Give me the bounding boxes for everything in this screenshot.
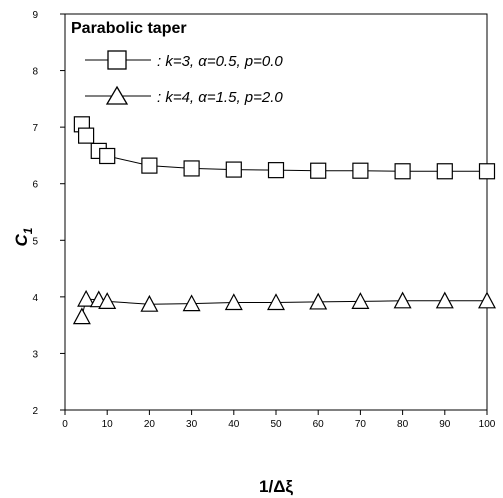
square-point	[99, 147, 116, 165]
triangle-point	[435, 291, 454, 309]
square-point	[352, 162, 369, 179]
x-tick-label: 80	[397, 419, 409, 430]
legend-triangle-marker	[105, 85, 129, 105]
x-axis-title: 1/Δξ	[259, 477, 293, 496]
y-axis-title-main: C1	[12, 227, 35, 246]
triangle-point	[267, 293, 285, 311]
legend-square-marker	[107, 50, 127, 70]
triangle-point	[224, 293, 243, 311]
y-tick-label: 6	[32, 180, 38, 191]
x-tick-label: 0	[62, 419, 68, 430]
legend-label-series-1: : k=3, α=0.5, p=0.0	[157, 53, 283, 70]
square-point	[183, 160, 200, 177]
plot-frame	[64, 13, 488, 411]
series-2	[72, 289, 496, 325]
y-tick-label: 9	[32, 10, 38, 21]
x-tick-label: 70	[355, 419, 367, 430]
y-axis: 2 3 4 5 6 7 8 9	[32, 10, 65, 417]
square-point	[478, 163, 496, 180]
triangle-point	[77, 289, 96, 307]
x-tick-label: 50	[270, 419, 282, 430]
x-tick-label: 30	[186, 419, 198, 430]
legend: Parabolic taper : k=3, α=0.5, p=0.0 : k=…	[71, 20, 283, 106]
x-tick-label: 90	[439, 419, 451, 430]
legend-label-series-2: : k=4, α=1.5, p=2.0	[157, 89, 283, 106]
triangle-point	[182, 294, 201, 312]
triangle-point	[393, 291, 412, 309]
legend-title: Parabolic taper	[71, 20, 187, 37]
y-tick-label: 2	[32, 406, 38, 417]
square-point	[267, 162, 285, 179]
y-tick-label: 7	[32, 123, 38, 134]
square-point	[394, 163, 411, 180]
triangle-point	[478, 291, 496, 309]
triangle-point	[72, 307, 91, 325]
x-tick-label: 60	[313, 419, 325, 430]
square-point	[436, 163, 453, 180]
square-point	[141, 157, 158, 174]
y-tick-label: 5	[32, 236, 38, 247]
x-tick-label: 40	[228, 419, 240, 430]
series-layer	[72, 116, 496, 325]
triangle-point	[140, 294, 159, 312]
triangle-point	[98, 292, 117, 309]
triangle-point	[309, 292, 328, 310]
y-tick-label: 4	[32, 293, 38, 304]
square-point	[310, 162, 327, 179]
x-tick-label: 100	[479, 419, 496, 430]
x-tick-label: 10	[102, 419, 114, 430]
triangle-point	[351, 292, 370, 309]
series-1	[73, 116, 496, 180]
square-point	[77, 127, 95, 144]
y-axis-title: C1	[12, 227, 35, 246]
x-axis: 0 10 20 30 40 50 60 70 80 90 100	[62, 410, 496, 430]
x-tick-label: 20	[144, 419, 156, 430]
y-tick-label: 8	[32, 67, 38, 78]
square-point	[225, 161, 242, 178]
y-tick-label: 3	[32, 349, 38, 360]
